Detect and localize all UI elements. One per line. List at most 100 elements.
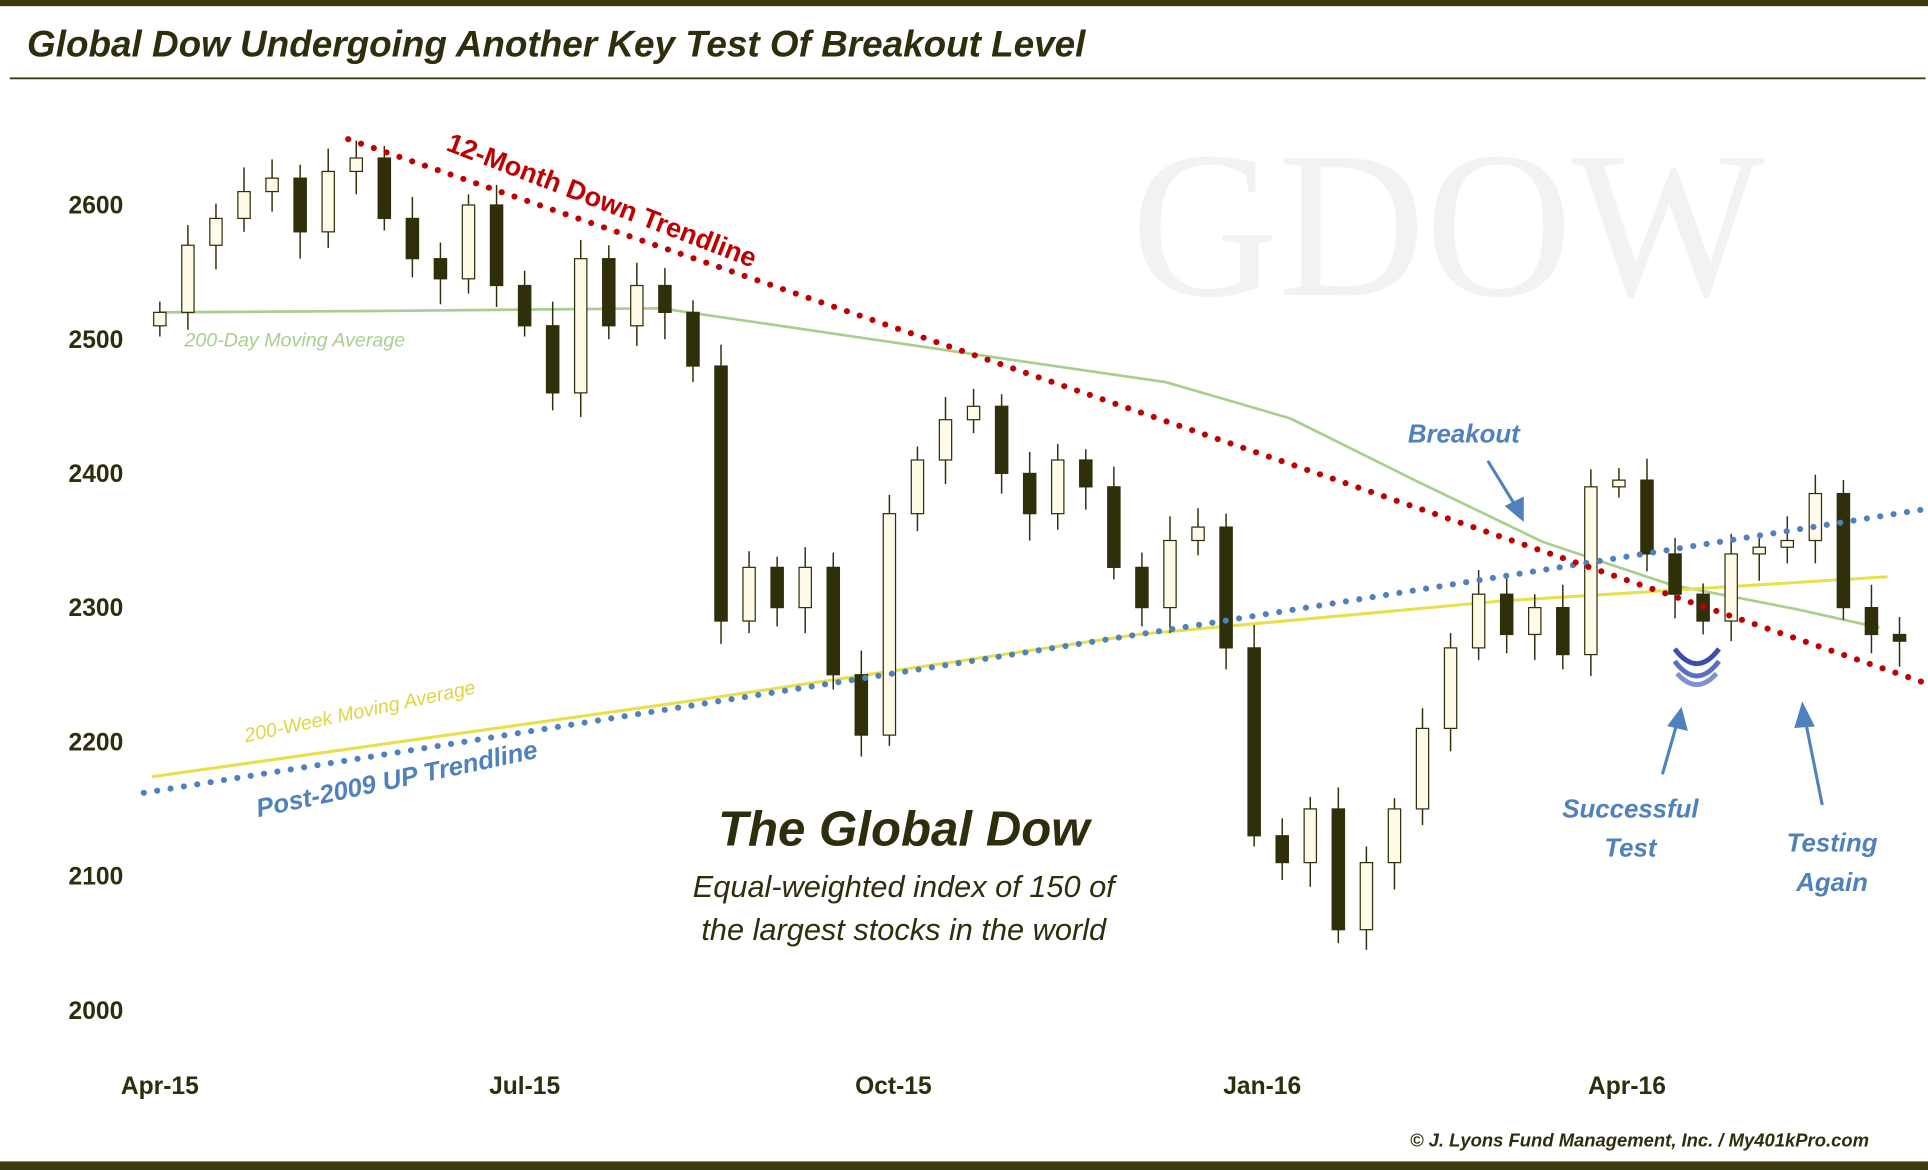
candle-body-down	[1640, 479, 1654, 555]
chart-subtitle-2: the largest stocks in the world	[701, 912, 1107, 947]
y-tick-label: 2100	[69, 864, 124, 891]
candlestick	[798, 547, 812, 634]
candlestick	[1612, 468, 1626, 498]
y-tick-label: 2600	[69, 193, 124, 220]
candlestick	[714, 344, 728, 644]
candlestick	[1191, 508, 1205, 556]
y-tick-label: 2200	[69, 729, 124, 756]
candlestick	[1780, 516, 1795, 564]
candlestick	[209, 203, 223, 270]
candlestick	[1808, 474, 1823, 564]
candlestick	[1584, 469, 1598, 677]
candle-body-down	[770, 566, 784, 609]
up-trendline-label: Post-2009 UP Trendline	[254, 736, 540, 823]
candle-body-down	[1219, 526, 1233, 649]
candlestick	[517, 270, 532, 337]
candlestick	[854, 650, 869, 757]
candlestick	[489, 184, 504, 307]
candlestick	[1443, 633, 1458, 752]
candlestick	[1471, 570, 1486, 660]
candle-body-down	[405, 217, 420, 260]
candlestick	[1275, 818, 1289, 881]
candle-body-down	[1331, 808, 1346, 931]
candle-body-up	[1050, 459, 1065, 515]
candle-body-down	[1247, 647, 1261, 837]
title-divider	[9, 77, 1926, 80]
candle-body-down	[293, 177, 307, 233]
candle-body-down	[489, 204, 504, 287]
candlestick	[461, 194, 476, 294]
candle-body-up	[882, 513, 897, 736]
candlestick	[181, 225, 195, 330]
candlestick	[1331, 787, 1346, 944]
candlestick	[1387, 798, 1402, 890]
candlestick	[1640, 458, 1654, 572]
candle-body-up	[153, 311, 167, 327]
candle-body-down	[1864, 606, 1879, 636]
candle-body-down	[1107, 486, 1121, 568]
candle-body-up	[237, 190, 251, 220]
candle-body-down	[1668, 553, 1682, 595]
candle-body-up	[1612, 479, 1626, 488]
candle-body-up	[1415, 727, 1430, 810]
testing-again-label-1: Testing	[1787, 830, 1878, 858]
candle-body-up	[1359, 861, 1374, 931]
candlestick	[770, 556, 784, 627]
candlestick	[293, 164, 307, 259]
top-frame-bar	[0, 0, 1928, 7]
candle-body-down	[517, 284, 532, 327]
y-tick-label: 2300	[69, 595, 124, 622]
successful-test-label-2: Test	[1604, 835, 1658, 863]
candlestick	[742, 551, 756, 634]
candlestick	[686, 300, 700, 383]
successful-test-arrow	[1660, 706, 1688, 775]
up-trendline	[140, 505, 1928, 796]
candlestick	[1219, 513, 1233, 670]
candle-body-up	[1752, 546, 1766, 555]
chart-title: Global Dow Undergoing Another Key Test O…	[27, 24, 1086, 65]
testing-again-label-2: Again	[1795, 869, 1868, 897]
candle-body-down	[545, 325, 560, 394]
candle-body-up	[966, 405, 981, 421]
candlestick	[405, 196, 420, 278]
candlestick	[1022, 451, 1037, 541]
successful-test-label-1: Successful	[1562, 795, 1699, 823]
candlestick	[826, 552, 841, 690]
credit: © J. Lyons Fund Management, Inc. / My401…	[1410, 1130, 1869, 1151]
candle-body-down	[1836, 492, 1851, 609]
candlestick	[1724, 533, 1738, 642]
candlestick	[1247, 625, 1261, 847]
candlestick	[1836, 480, 1851, 620]
candle-body-down	[714, 365, 728, 622]
candle-body-up	[1527, 606, 1542, 636]
candlestick	[1107, 466, 1121, 580]
candle-body-down	[1079, 459, 1093, 488]
candlestick	[545, 301, 560, 411]
candlestick	[265, 159, 279, 212]
candle-body-up	[321, 170, 335, 233]
candle-body-up	[573, 258, 588, 394]
successful-test-marker	[1672, 647, 1721, 687]
candlestick	[1864, 584, 1879, 654]
candlestick	[1135, 552, 1149, 627]
testing-again-arrow	[1794, 701, 1824, 806]
candle-body-up	[1724, 553, 1738, 622]
ma200w-line	[151, 575, 1888, 779]
candle-body-up	[1780, 539, 1795, 548]
breakout-arrow	[1486, 460, 1524, 522]
candle-body-up	[1584, 486, 1598, 656]
x-tick-label: Jan-16	[1223, 1073, 1301, 1100]
candle-body-down	[1499, 593, 1514, 636]
candlestick	[1303, 796, 1318, 887]
bottom-frame-bar	[0, 1161, 1928, 1170]
candle-body-up	[1387, 808, 1402, 864]
candlestick	[1499, 575, 1514, 654]
candlestick	[321, 148, 335, 248]
down-trendline	[345, 136, 1928, 688]
candlestick	[658, 268, 672, 340]
candle-body-down	[377, 157, 392, 220]
candle-body-down	[1556, 606, 1570, 656]
candle-body-up	[209, 217, 223, 246]
candle-body-down	[1135, 566, 1149, 609]
